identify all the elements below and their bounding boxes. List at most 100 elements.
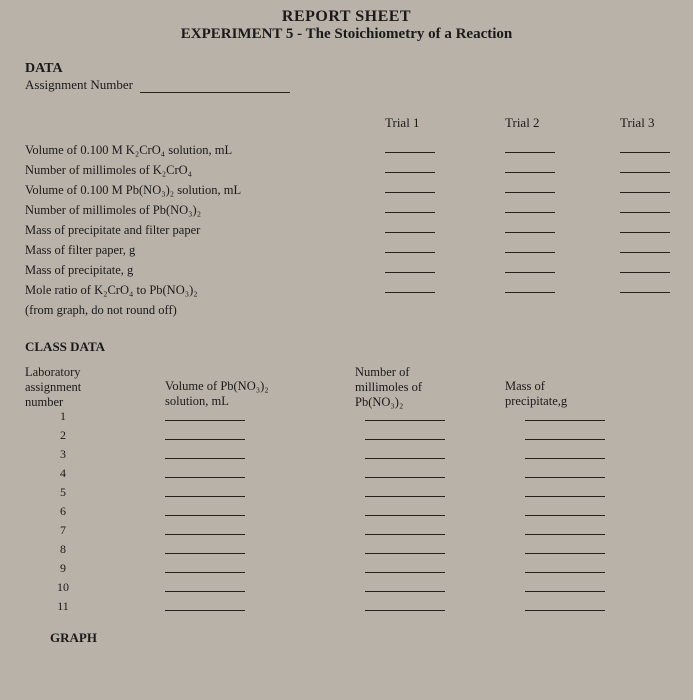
trial-blank[interactable] [505, 212, 555, 213]
trial-blank[interactable] [505, 172, 555, 173]
class-blank[interactable] [165, 610, 245, 611]
trial-blank[interactable] [505, 232, 555, 233]
class-row-number: 4 [53, 466, 73, 481]
class-blank[interactable] [525, 439, 605, 440]
trial-blank[interactable] [385, 252, 435, 253]
data-row: Number of millimoles of Pb(NO₃)₂ [25, 201, 668, 221]
assignment-blank[interactable] [140, 92, 290, 93]
trial-blank[interactable] [620, 232, 670, 233]
class-row: 3 [25, 447, 668, 466]
class-blank[interactable] [365, 572, 445, 573]
class-data-heading: CLASS DATA [25, 339, 668, 355]
trial-blank[interactable] [385, 152, 435, 153]
class-blank[interactable] [165, 572, 245, 573]
class-blank[interactable] [165, 553, 245, 554]
class-blank[interactable] [365, 477, 445, 478]
class-row: 7 [25, 523, 668, 542]
data-row: Volume of 0.100 M K₂CrO₄ solution, mL [25, 141, 668, 161]
class-row-number: 1 [53, 409, 73, 424]
class-row-number: 11 [53, 599, 73, 614]
class-col4-header: Mass of precipitate,g [505, 379, 567, 409]
class-blank[interactable] [365, 515, 445, 516]
class-blank[interactable] [165, 591, 245, 592]
report-title-sub: EXPERIMENT 5 - The Stoichiometry of a Re… [25, 26, 668, 43]
data-row: (from graph, do not round off) [25, 301, 668, 321]
data-row: Mole ratio of K₂CrO₄ to Pb(NO₃)₂ [25, 281, 668, 301]
class-blank[interactable] [165, 496, 245, 497]
class-row-number: 6 [53, 504, 73, 519]
class-blank[interactable] [365, 420, 445, 421]
trial-blank[interactable] [505, 152, 555, 153]
class-blank[interactable] [165, 515, 245, 516]
class-blank[interactable] [525, 610, 605, 611]
trial-blank[interactable] [620, 192, 670, 193]
class-row-number: 10 [53, 580, 73, 595]
class-col3-header: Number of millimoles of Pb(NO₃)₂ [355, 365, 422, 410]
trial-blank[interactable] [385, 292, 435, 293]
class-row-number: 8 [53, 542, 73, 557]
class-row: 10 [25, 580, 668, 599]
data-row-label: (from graph, do not round off) [25, 301, 177, 320]
trial-blank[interactable] [385, 212, 435, 213]
class-blank[interactable] [525, 477, 605, 478]
class-blank[interactable] [365, 496, 445, 497]
class-blank[interactable] [165, 477, 245, 478]
trial-blank[interactable] [385, 192, 435, 193]
data-row-label: Number of millimoles of Pb(NO₃)₂ [25, 201, 201, 220]
data-row: Mass of precipitate and filter paper [25, 221, 668, 241]
class-blank[interactable] [165, 439, 245, 440]
trial-blank[interactable] [505, 252, 555, 253]
class-blank[interactable] [525, 534, 605, 535]
trial-blank[interactable] [385, 232, 435, 233]
trial-header-2: Trial 2 [505, 115, 540, 131]
data-heading: DATA [25, 61, 668, 77]
trial-blank[interactable] [620, 272, 670, 273]
class-col2-header: Volume of Pb(NO₃)₂ solution, mL [165, 379, 269, 409]
class-blank[interactable] [365, 553, 445, 554]
trial-blank[interactable] [620, 172, 670, 173]
class-blank[interactable] [165, 534, 245, 535]
class-row-number: 5 [53, 485, 73, 500]
data-row-label: Mass of precipitate, g [25, 261, 133, 280]
trial-blank[interactable] [505, 272, 555, 273]
class-blank[interactable] [525, 553, 605, 554]
data-row-label: Volume of 0.100 M K₂CrO₄ solution, mL [25, 141, 232, 160]
class-blank[interactable] [525, 420, 605, 421]
class-blank[interactable] [525, 591, 605, 592]
data-row-label: Mass of precipitate and filter paper [25, 221, 200, 240]
trial-blank[interactable] [620, 212, 670, 213]
class-blank[interactable] [365, 439, 445, 440]
class-row: 4 [25, 466, 668, 485]
class-row: 5 [25, 485, 668, 504]
trial-header-1: Trial 1 [385, 115, 420, 131]
class-blank[interactable] [365, 610, 445, 611]
class-blank[interactable] [365, 534, 445, 535]
class-blank[interactable] [165, 420, 245, 421]
trial-header-3: Trial 3 [620, 115, 655, 131]
trial-blank[interactable] [505, 192, 555, 193]
class-blank[interactable] [525, 572, 605, 573]
graph-heading: GRAPH [50, 630, 668, 646]
trial-blank[interactable] [505, 292, 555, 293]
class-blank[interactable] [365, 458, 445, 459]
trial-blank[interactable] [620, 252, 670, 253]
class-col1-header: Laboratory assignment number [25, 365, 81, 410]
trial-blank[interactable] [385, 172, 435, 173]
class-row: 8 [25, 542, 668, 561]
class-blank[interactable] [165, 458, 245, 459]
class-blank[interactable] [365, 591, 445, 592]
class-blank[interactable] [525, 515, 605, 516]
data-row: Mass of filter paper, g [25, 241, 668, 261]
data-row: Number of millimoles of K₂CrO₄ [25, 161, 668, 181]
class-blank[interactable] [525, 496, 605, 497]
trial-blank[interactable] [620, 152, 670, 153]
data-row-label: Mass of filter paper, g [25, 241, 135, 260]
class-row-number: 7 [53, 523, 73, 538]
data-row: Volume of 0.100 M Pb(NO₃)₂ solution, mL [25, 181, 668, 201]
trial-blank[interactable] [620, 292, 670, 293]
data-row-label: Mole ratio of K₂CrO₄ to Pb(NO₃)₂ [25, 281, 198, 300]
class-blank[interactable] [525, 458, 605, 459]
trial-blank[interactable] [385, 272, 435, 273]
report-title-main: REPORT SHEET [25, 8, 668, 26]
class-row-number: 3 [53, 447, 73, 462]
